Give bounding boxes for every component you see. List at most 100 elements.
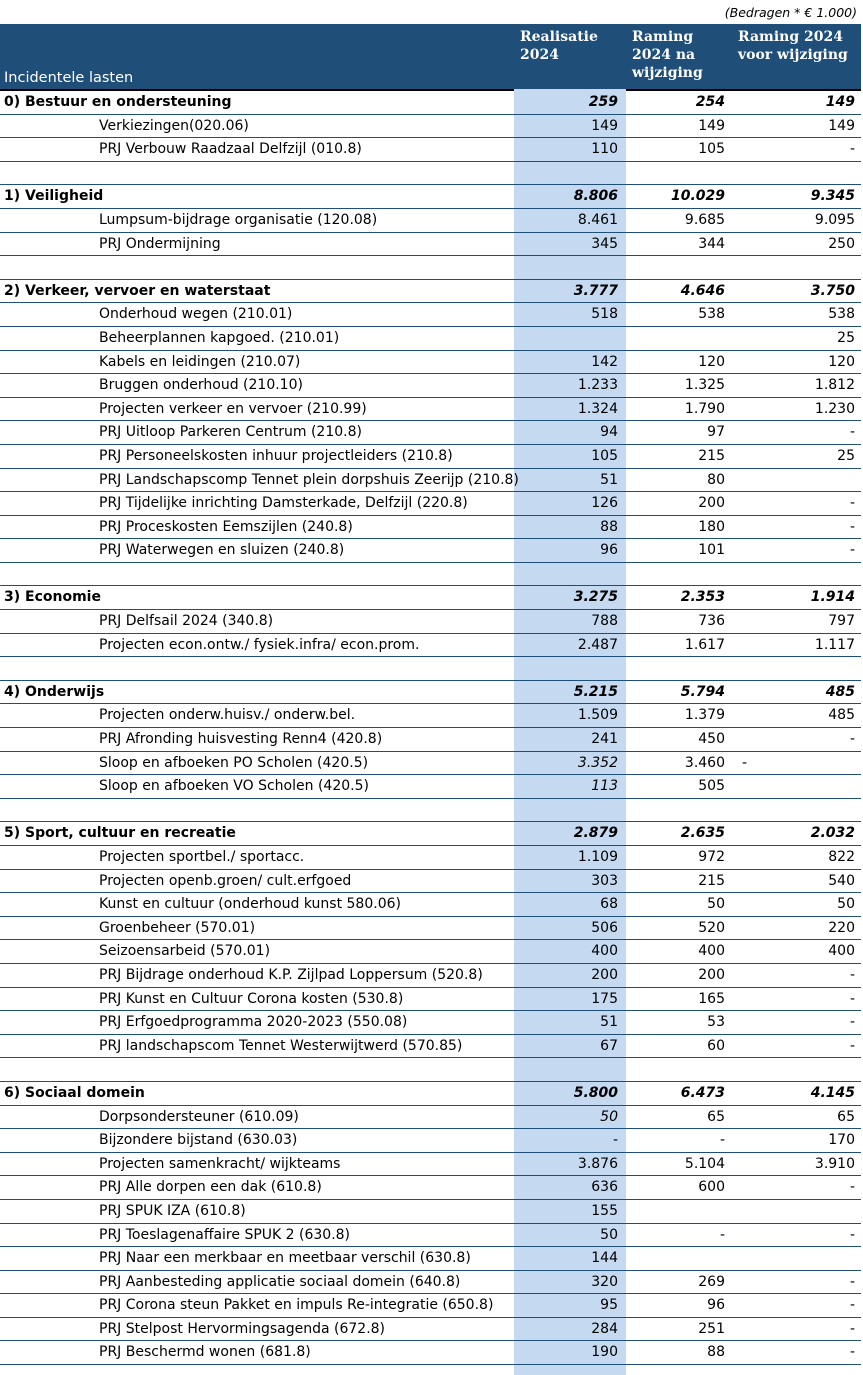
value-realisatie: 88 (600, 518, 618, 535)
spacer-row (0, 799, 861, 823)
row-label: PRJ Verbouw Raadzaal Delfzijl (010.8) (99, 141, 362, 158)
section-row: 5) Sport, cultuur en recreatie 2.879 2.635… (0, 822, 861, 846)
value-raming-na: 400 (698, 943, 725, 960)
row-label: Onderhoud wegen (210.01) (99, 306, 293, 323)
value-raming-na: 269 (698, 1273, 725, 1290)
value-raming-voor: 2.032 (810, 825, 855, 842)
value-raming-voor: - (849, 1344, 855, 1361)
table-row: PRJ Kunst en Cultuur Corona kosten (530.… (0, 988, 861, 1012)
table-row: Projecten econ.ontw./ fysiek.infra/ econ… (0, 634, 861, 658)
row-label: Projecten openb.groen/ cult.erfgoed (99, 872, 352, 889)
table-row: Bijzondere bijstand (630.03) - - 170 (0, 1129, 861, 1153)
value-raming-na: 4.646 (680, 282, 725, 299)
value-raming-voor: - (849, 495, 855, 512)
value-raming-voor: - (849, 141, 855, 158)
value-raming-voor: - (849, 542, 855, 559)
value-raming-voor: 149 (828, 117, 855, 134)
value-raming-voor: 1.230 (814, 400, 855, 417)
value-raming-na: 97 (707, 424, 725, 441)
row-label: PRJ Landschapscomp Tennet plein dorpshui… (99, 471, 519, 488)
table-row: PRJ Landschapscomp Tennet plein dorpshui… (0, 469, 861, 493)
value-realisatie: 5.215 (573, 683, 618, 700)
value-realisatie: 142 (591, 353, 618, 370)
section-title: 0) Bestuur en ondersteuning (4, 94, 232, 110)
row-label: PRJ Bijdrage onderhoud K.P. Zijlpad Lopp… (99, 966, 483, 983)
value-realisatie: 3.777 (573, 282, 618, 299)
row-label: Bruggen onderhoud (210.10) (99, 377, 303, 394)
row-label: PRJ Erfgoedprogramma 2020-2023 (550.08) (99, 1014, 408, 1031)
value-raming-voor: - (849, 966, 855, 983)
row-label: PRJ Tijdelijke inrichting Damsterkade, D… (99, 495, 468, 512)
value-raming-na: 53 (707, 1014, 725, 1031)
value-realisatie: 3.275 (573, 589, 618, 606)
row-label: Kunst en cultuur (onderhoud kunst 580.06… (99, 896, 401, 913)
row-label: Sloop en afboeken VO Scholen (420.5) (99, 778, 369, 795)
value-raming-voor: 250 (828, 235, 855, 252)
value-raming-voor: 3.910 (814, 1155, 855, 1172)
table-row: PRJ Delfsail 2024 (340.8) 788 736 797 (0, 610, 861, 634)
value-raming-voor: - (849, 1273, 855, 1290)
row-label: PRJ Kunst en Cultuur Corona kosten (530.… (99, 990, 404, 1007)
value-raming-voor: - (849, 518, 855, 535)
table-row: PRJ Personeelskosten inhuur projectleide… (0, 445, 861, 469)
table-body: 0) Bestuur en ondersteuning 259 254 149 Verk… (0, 91, 861, 1366)
value-raming-na: 520 (698, 919, 725, 936)
value-raming-voor: 1.914 (810, 589, 855, 606)
table-row: PRJ Tijdelijke inrichting Damsterkade, D… (0, 492, 861, 516)
value-realisatie: 2.487 (577, 636, 618, 653)
value-raming-voor: 9.095 (814, 211, 855, 228)
table-header: Incidentele lasten Realisatie 2024 Ramin… (0, 24, 861, 91)
value-raming-voor: 120 (828, 353, 855, 370)
section-row: 6) Sociaal domein 5.800 6.473 4.145 (0, 1082, 861, 1106)
value-raming-na: 200 (698, 966, 725, 983)
value-realisatie: 8.461 (577, 211, 618, 228)
value-realisatie: 51 (600, 1014, 618, 1031)
value-raming-voor: 170 (828, 1132, 855, 1149)
value-raming-na: 105 (698, 141, 725, 158)
value-realisatie: 320 (591, 1273, 618, 1290)
row-label: Groenbeheer (570.01) (99, 919, 256, 936)
table-row: Kabels en leidingen (210.07) 142 120 120 (0, 351, 861, 375)
row-label: PRJ Toeslagenaffaire SPUK 2 (630.8) (99, 1226, 351, 1243)
value-raming-voor: 485 (828, 707, 855, 724)
row-label: Verkiezingen(020.06) (99, 117, 249, 134)
value-realisatie: 95 (600, 1297, 618, 1314)
value-raming-voor: - (742, 754, 748, 771)
spacer-row (0, 162, 861, 186)
value-realisatie: - (612, 1132, 618, 1149)
value-realisatie: 51 (600, 471, 618, 488)
row-label: PRJ landschapscom Tennet Westerwijtwerd … (99, 1037, 463, 1054)
value-raming-voor: 220 (828, 919, 855, 936)
table-row: Bruggen onderhoud (210.10) 1.233 1.325 1.81… (0, 374, 861, 398)
row-label: Projecten onderw.huisv./ onderw.bel. (99, 707, 356, 724)
value-realisatie: 1.324 (577, 400, 618, 417)
value-raming-na: 120 (698, 353, 725, 370)
value-realisatie: 110 (591, 141, 618, 158)
table-row: Onderhoud wegen (210.01) 518 538 538 (0, 303, 861, 327)
value-realisatie: 126 (591, 495, 618, 512)
table-row: PRJ Waterwegen en sluizen (240.8) 96 101 - (0, 539, 861, 563)
row-label: Dorpsondersteuner (610.09) (99, 1108, 299, 1125)
value-raming-voor: 1.117 (814, 636, 855, 653)
header-realisatie-2024: Realisatie 2024 (520, 29, 598, 63)
value-realisatie: 8.806 (573, 188, 618, 205)
row-label: PRJ Stelpost Hervormingsagenda (672.8) (99, 1320, 386, 1337)
value-raming-voor: - (849, 1320, 855, 1337)
table-row: Beheerplannen kapgoed. (210.01) 25 (0, 327, 861, 351)
value-realisatie: 303 (591, 872, 618, 889)
table-row: PRJ Uitloop Parkeren Centrum (210.8) 94 97… (0, 421, 861, 445)
value-realisatie: 50 (600, 1108, 618, 1125)
value-raming-na: 5.104 (684, 1155, 725, 1172)
value-realisatie: 400 (591, 943, 618, 960)
section-title: 4) Onderwijs (4, 683, 105, 700)
table-row: Verkiezingen(020.06) 149 149 149 (0, 115, 861, 139)
table-row: Projecten verkeer en vervoer (210.99) 1.3… (0, 398, 861, 422)
value-raming-voor: - (849, 424, 855, 441)
table-row: Groenbeheer (570.01) 506 520 220 (0, 917, 861, 941)
section-title: 3) Economie (4, 589, 101, 606)
section-title: 1) Veiligheid (4, 188, 104, 205)
value-realisatie: 3.352 (577, 754, 618, 771)
value-realisatie: 5.800 (573, 1084, 618, 1101)
table-row: PRJ Beschermd wonen (681.8) 190 88 - (0, 1341, 861, 1366)
table-row: PRJ Verbouw Raadzaal Delfzijl (010.8) 110… (0, 138, 861, 162)
